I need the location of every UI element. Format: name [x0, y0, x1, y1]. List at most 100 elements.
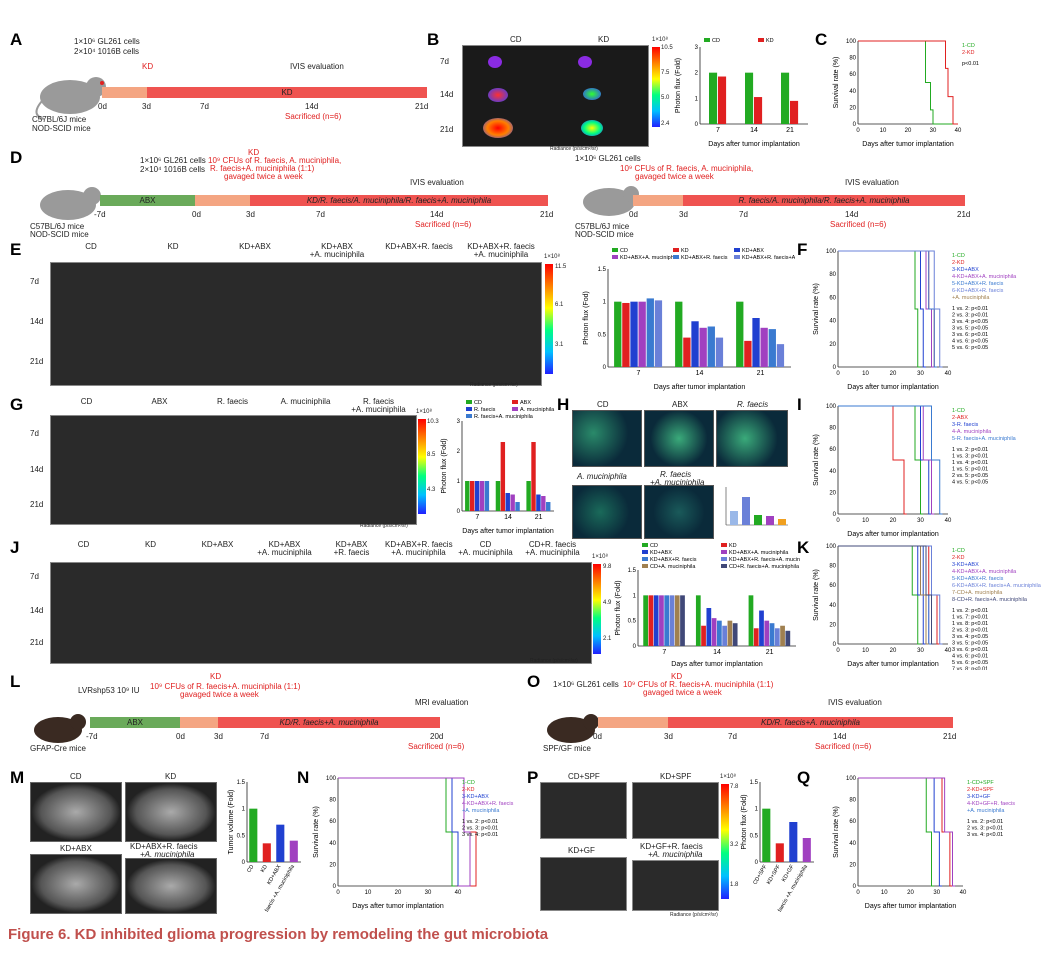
a-t7: 7d	[200, 102, 209, 111]
bar	[664, 595, 670, 646]
y-tick-label: 0.5	[598, 332, 607, 338]
d-cfu3: gavaged twice a week	[224, 172, 303, 181]
b-14d: 14d	[440, 90, 454, 99]
legend-label: 1-CD	[952, 408, 965, 414]
x-tick-label: 40	[955, 128, 962, 134]
bar	[736, 301, 744, 367]
m-mri-rfam	[125, 858, 217, 914]
b-blob	[488, 56, 502, 68]
legend-label: 5-KD+ABX+R. faecis	[952, 576, 1004, 582]
x-axis-label: Days after tumor implantation	[847, 661, 939, 668]
legend-swatch	[512, 400, 518, 404]
d-r-cfu: 10⁹ CFUs of R. faecis, A. muciniphila,	[620, 164, 754, 173]
m-mri-cd	[30, 782, 122, 842]
y-tick-label: 1	[633, 593, 637, 599]
a-bar-red: KD	[147, 87, 427, 98]
d-r-cfu3: gavaged twice a week	[635, 172, 714, 181]
bar	[780, 625, 785, 646]
o-t0: 0d	[593, 732, 602, 741]
legend-swatch	[673, 255, 679, 259]
j-14d: 14d	[30, 606, 44, 615]
x-axis-label: Days after tumor implantation	[862, 141, 954, 148]
h-g1: CD	[597, 400, 609, 409]
survival-curve	[838, 250, 921, 368]
bar	[289, 840, 298, 862]
panel-label-p: P	[527, 768, 539, 787]
bar	[711, 618, 717, 646]
bar	[465, 481, 470, 511]
b-cmax: 1×10⁸	[652, 37, 669, 43]
y-tick-label: 80	[829, 272, 836, 278]
e-c2: 6.1	[555, 302, 564, 308]
stat-label: 1 vs. 4: p<0.01	[952, 460, 988, 466]
legend-label: 4-KD+GF+R. faecis	[967, 801, 1015, 807]
l-tm7: -7d	[86, 732, 98, 741]
j-rad: Radiance (p/s/cm²/sr)	[530, 658, 578, 664]
l-mice: GFAP-Cre mice	[30, 744, 87, 753]
h-g3: R. faecis	[737, 400, 769, 409]
y-tick-label: 40	[829, 319, 836, 325]
bar	[789, 822, 798, 862]
bar	[526, 481, 531, 511]
y-tick-label: 60	[829, 295, 836, 301]
bar	[479, 481, 485, 511]
b-bar-chart: 0 1 2 3 7 14 21 Photon flux (Fold) Days after tu…	[675, 38, 808, 148]
bar	[674, 595, 680, 646]
legend-label: KD	[766, 38, 774, 44]
a-t14: 14d	[305, 102, 319, 111]
stat-label: 4 vs. 6: p<0.05	[952, 339, 988, 345]
legend-swatch	[721, 550, 727, 554]
bar	[706, 608, 712, 646]
panel-label-a: A	[10, 30, 23, 49]
panel-j-images: CD KD KD+ABX KD+ABX +A. muciniphila KD+ABX +R.…	[30, 540, 620, 665]
d-cfu2: R. faecis+A. muciniphila (1:1)	[210, 164, 315, 173]
k-survival-chart: 0 20 40 60 80 100 0 10 20 30 40 Survival rate (%) Da…	[813, 544, 1042, 673]
legend-label: 1-CD+SPF	[967, 780, 994, 786]
x-tick-label: 40	[945, 371, 952, 377]
g-c1: 10.3	[427, 419, 439, 425]
legend-label: CD	[474, 400, 482, 406]
h-g5: R. faecis	[660, 470, 692, 479]
bar	[764, 620, 770, 646]
stat-label: 2 vs. 3: p<0.01	[952, 628, 988, 634]
y-axis-label: Survival rate (%)	[813, 569, 820, 621]
panel-d-timeline: 1×10⁶ GL261 cells 2×10⁴ 1016B cells KD 1…	[30, 148, 553, 240]
y-tick-label: 20	[849, 862, 856, 868]
legend-label: 2-KD	[462, 787, 475, 793]
bar	[654, 300, 663, 367]
bar	[510, 494, 515, 511]
legend-label: 3-KD+GF	[967, 794, 991, 800]
e-colorbar	[545, 264, 553, 374]
x-tick-label: 20	[890, 371, 897, 377]
bar	[546, 502, 551, 511]
legend-label: 2-KD	[952, 555, 965, 561]
bar	[669, 595, 675, 646]
a-t3: 3d	[142, 102, 151, 111]
stat-label: 2 vs. 3: p<0.01	[462, 826, 498, 832]
panel-label-h: H	[557, 395, 570, 414]
stat-label: 1 vs. 2: p<0.01	[952, 306, 988, 312]
y-tick-label: 1	[755, 807, 759, 813]
o-sac: Sacrificed (n=6)	[815, 742, 872, 751]
l-sac: Sacrificed (n=6)	[408, 742, 465, 751]
l-v1: LVRshp53 10⁹ IU	[78, 686, 140, 695]
bar	[276, 824, 285, 862]
survival-curve	[858, 40, 958, 125]
d-r-bar-red: R. faecis/A. muciniphila/R. faecis+A. mu…	[683, 195, 965, 206]
bar	[536, 494, 541, 511]
mouse-icon	[40, 187, 101, 220]
x-tick-label: 40	[945, 648, 952, 654]
panel-label-b: B	[427, 30, 440, 49]
n-survival-chart: 0 20 40 60 80 100 0 10 20 30 40 Survival rate (%) Da…	[313, 776, 514, 910]
j-c2: 4.9	[603, 600, 612, 606]
legend-swatch	[721, 564, 727, 568]
panel-f-chart: 0 20 40 60 80 100 0 10 20 30 40 Survival rate (%) Da…	[810, 245, 1045, 393]
j-c3: 2.1	[603, 636, 612, 642]
panel-c-chart: 0 20 40 60 80 100 0 10 20 30 40 Survival rate (%) Da…	[830, 35, 1040, 150]
survival-curve	[858, 777, 935, 887]
y-tick-label: 100	[826, 249, 837, 255]
h-g4: A. muciniphila	[577, 472, 627, 481]
d-r-t7: 7d	[739, 210, 748, 219]
panel-label-k: K	[797, 538, 810, 557]
